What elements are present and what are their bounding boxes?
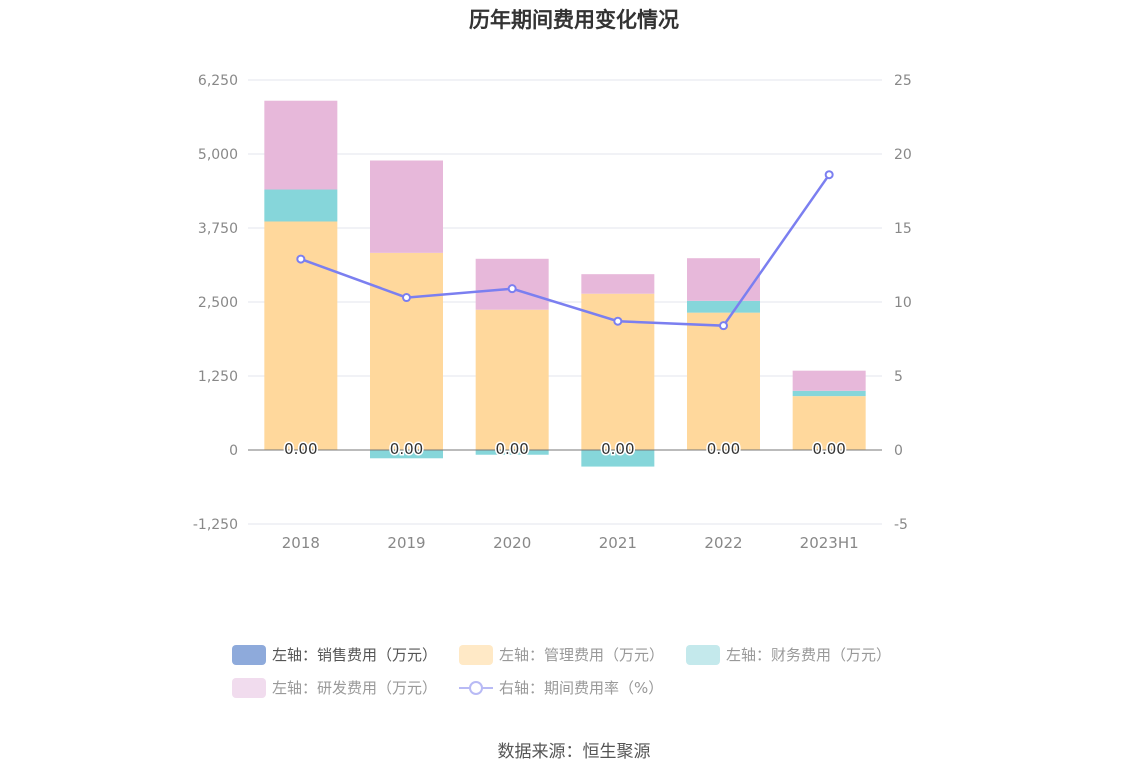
right-axis-tick-label: 15 [894,221,912,237]
right-axis-tick-label: 5 [894,369,903,385]
bar-segment [370,450,443,459]
bar-segment [687,312,760,450]
legend-label-rnd: 左轴：研发费用（万元） [272,679,438,697]
chart-canvas: 6,250 5,000 3,750 2,500 1,250 0 -1,250 25 20 15 10… [193,73,912,552]
bar-segment [475,309,549,450]
bar-segment [792,396,866,450]
bar-segment [581,274,655,294]
bar-segment [687,258,760,301]
legend-swatch-rnd [232,677,266,698]
bar-segment [792,370,866,391]
bar-data-label: 0.00 [707,440,740,458]
rate-point [613,316,623,326]
bar-segment [370,252,443,450]
x-axis-tick-label: 2023H1 [800,534,859,552]
legend-item-sales[interactable]: 左轴：销售费用（万元） [232,644,437,665]
left-axis-tick-label: 5,000 [198,147,238,163]
left-axis-tick-label: 0 [229,443,238,459]
legend-swatch-finance [686,644,721,665]
right-axis-tick-label: 10 [894,295,912,311]
right-axis-tick-label: 20 [894,147,912,163]
legend-row-2: 左轴：研发费用（万元） 右轴：期间费用率（%） [232,671,932,704]
left-axis-tick-label: -1,250 [193,517,238,533]
bar-data-label: 0.00 [495,440,528,458]
legend-label-admin: 左轴：管理费用（万元） [499,646,665,664]
legend-swatch-sales [232,644,266,665]
left-axis-tick-label: 6,250 [198,73,238,89]
legend-item-rnd[interactable]: 左轴：研发费用（万元） [232,677,437,698]
x-axis-tick-label: 2019 [387,534,425,552]
x-axis-tick-label: 2020 [493,534,531,552]
left-axis-tick-label: 1,250 [198,369,238,385]
legend-item-rate[interactable]: 右轴：期间费用率（%） [459,677,663,698]
rate-point [402,293,411,303]
right-axis-tick-label: 25 [894,73,912,89]
bar-segment [792,390,866,397]
right-axis-tick-label: 0 [894,443,903,459]
legend-label-finance: 左轴：财务费用（万元） [726,646,892,664]
legend: 左轴：销售费用（万元） 左轴：管理费用（万元） 左轴：财务费用（万元） 左轴：研… [232,638,932,704]
bar-data-label: 0.00 [812,440,845,458]
left-axis-tick-label: 3,750 [198,221,238,237]
chart-title: 历年期间费用变化情况 [469,8,679,32]
legend-swatch-rate-icon [459,680,494,695]
legend-item-admin[interactable]: 左轴：管理费用（万元） [459,644,664,665]
x-axis-tick-label: 2022 [704,534,742,552]
rate-point [507,284,517,294]
left-axis-tick-label: 2,500 [198,295,238,311]
legend-label-sales: 左轴：销售费用（万元） [272,646,438,664]
x-axis-tick-label: 2018 [282,534,320,552]
right-axis-tick-label: -5 [894,517,908,533]
bar-segment [264,189,338,222]
legend-row-1: 左轴：销售费用（万元） 左轴：管理费用（万元） 左轴：财务费用（万元） [232,638,932,671]
bar-segment [581,450,655,467]
x-axis-tick-label: 2021 [599,534,637,552]
legend-item-finance[interactable]: 左轴：财务费用（万元） [686,644,891,665]
rate-point [719,321,728,331]
bar-segment [475,450,549,455]
rate-point [824,170,834,180]
bar-data-label: 0.00 [390,440,423,458]
bar-data-label: 0.00 [284,440,317,458]
legend-label-rate: 右轴：期间费用率（%） [499,679,664,697]
legend-swatch-admin [459,644,494,665]
bar-segment [370,160,443,253]
bar-data-label: 0.00 [601,440,634,458]
data-source-note: 数据来源：恒生聚源 [497,742,651,762]
rate-point [296,254,306,264]
rate-line [300,174,831,327]
bar-segment [687,300,760,313]
bar-segment [264,100,338,190]
